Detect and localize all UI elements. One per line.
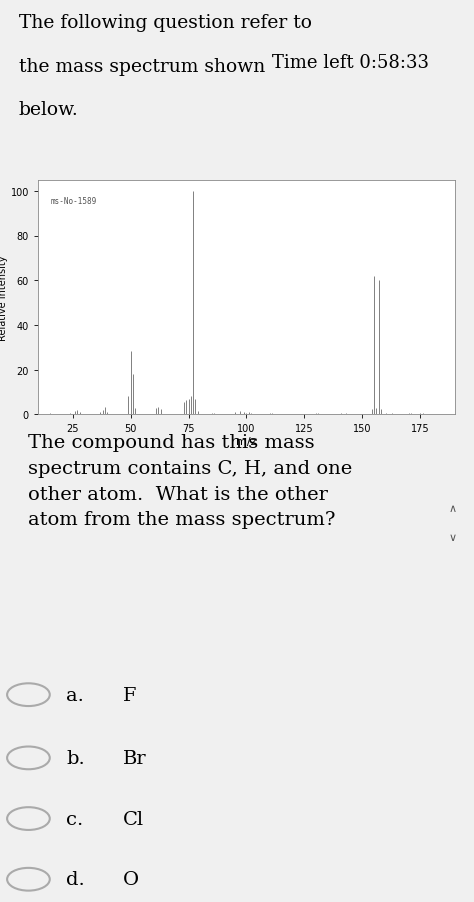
Text: The following question refer to: The following question refer to bbox=[19, 14, 312, 32]
Text: ∨: ∨ bbox=[448, 532, 457, 543]
Text: O: O bbox=[123, 870, 139, 888]
Text: The compound has this mass
spectrum contains C, H, and one
other atom.  What is : The compound has this mass spectrum cont… bbox=[28, 434, 353, 529]
Text: a.: a. bbox=[66, 686, 84, 704]
Text: ms-No-1589: ms-No-1589 bbox=[50, 197, 97, 206]
Text: c.: c. bbox=[66, 810, 83, 828]
Text: ∧: ∧ bbox=[448, 503, 457, 514]
X-axis label: m/z: m/z bbox=[236, 437, 257, 446]
Text: F: F bbox=[123, 686, 137, 704]
Text: b.: b. bbox=[66, 749, 85, 767]
Text: Time left 0:58:33: Time left 0:58:33 bbox=[272, 54, 429, 72]
Text: below.: below. bbox=[19, 101, 79, 119]
Text: Cl: Cl bbox=[123, 810, 145, 828]
Text: Br: Br bbox=[123, 749, 147, 767]
Text: the mass spectrum shown: the mass spectrum shown bbox=[19, 58, 265, 76]
Text: d.: d. bbox=[66, 870, 85, 888]
Y-axis label: Relative Intensity: Relative Intensity bbox=[0, 255, 8, 340]
